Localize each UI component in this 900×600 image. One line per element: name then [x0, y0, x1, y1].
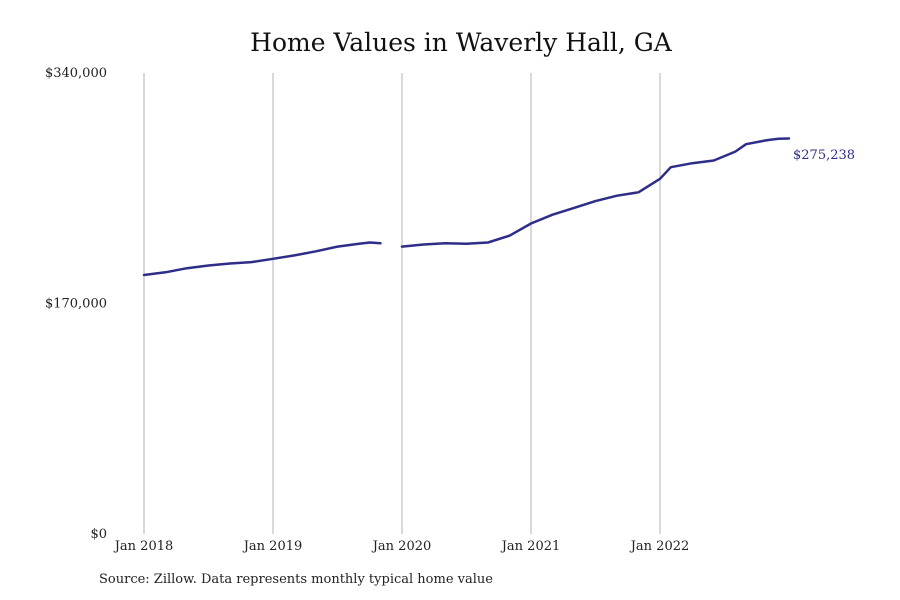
x-tick-label: Jan 2018: [113, 539, 174, 554]
x-tick-label: Jan 2020: [371, 539, 432, 554]
series-lines: [142, 137, 791, 277]
source-note: Source: Zillow. Data represents monthly …: [99, 572, 493, 587]
chart-title: Home Values in Waverly Hall, GA: [250, 28, 673, 57]
y-tick-label: $170,000: [45, 297, 107, 312]
y-tick-label: $340,000: [45, 66, 107, 81]
x-tick-label: Jan 2019: [242, 539, 303, 554]
series-line: [400, 137, 791, 248]
end-value-label: $275,238: [793, 148, 855, 163]
grid: [143, 73, 661, 534]
series-line: [142, 241, 382, 277]
x-tick-label: Jan 2022: [629, 539, 690, 554]
y-axis-ticks: $0 $170,000 $340,000: [45, 66, 107, 542]
x-tick-label: Jan 2021: [500, 539, 561, 554]
y-tick-label: $0: [90, 527, 107, 542]
x-axis-ticks: Jan 2018 Jan 2019 Jan 2020 Jan 2021 Jan 2022: [113, 539, 690, 554]
